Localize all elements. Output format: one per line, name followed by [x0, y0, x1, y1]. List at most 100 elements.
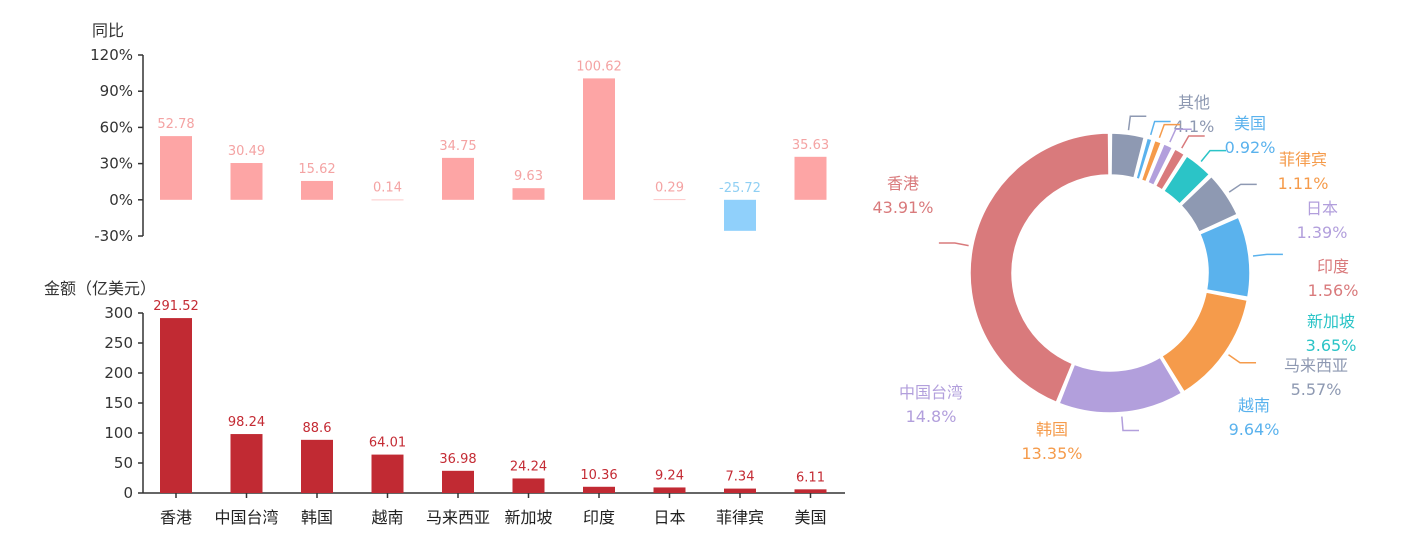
donut-leader-line: [1149, 120, 1171, 136]
yoy-data-label: 15.62: [298, 162, 335, 177]
donut-slice-percent: 5.57%: [1291, 380, 1342, 399]
donut-slice-name: 菲律宾: [1279, 150, 1327, 169]
amount-y-tick-label: 50: [114, 454, 133, 472]
yoy-y-tick-label: -30%: [94, 227, 133, 245]
yoy-axis-title: 同比: [92, 21, 124, 40]
donut-leader-line: [1228, 354, 1257, 364]
donut-slice: [1162, 154, 1211, 206]
category-label: 新加坡: [504, 508, 552, 527]
amount-bar: [301, 439, 333, 493]
donut-slice: [1110, 132, 1146, 179]
donut-slice: [1058, 356, 1183, 414]
category-label: 香港: [160, 508, 192, 527]
donut-leader-line: [1158, 123, 1181, 139]
amount-data-label: 9.24: [655, 468, 684, 483]
donut-slice-percent: 3.65%: [1306, 336, 1357, 355]
share-donut-chart: 其他 4.1% 美国 0.92%菲律宾 1.11% 日本 1.39% 印度 1.56% 新加坡 3.…: [872, 93, 1358, 463]
yoy-data-label: 0.14: [373, 181, 402, 196]
donut-slice-name: 越南: [1238, 396, 1270, 415]
yoy-bar: [230, 163, 263, 200]
yoy-bar: [512, 188, 545, 200]
amount-bar: [724, 488, 756, 493]
donut-slice-percent: 1.39%: [1297, 223, 1348, 242]
donut-slice-name: 其他: [1178, 93, 1210, 112]
donut-slice-name: 香港: [887, 174, 919, 193]
yoy-y-tick-label: 120%: [90, 46, 133, 64]
donut-leader-line: [938, 242, 969, 247]
yoy-bar: [301, 180, 333, 200]
yoy-data-label: 9.63: [514, 169, 543, 184]
amount-y-tick-label: 300: [104, 304, 133, 322]
category-label: 越南: [371, 508, 403, 527]
yoy-data-label: 52.78: [157, 117, 194, 132]
yoy-data-label: 30.49: [228, 144, 265, 159]
amount-y-tick-label: 200: [104, 364, 133, 382]
yoy-y-tick-label: 0%: [109, 191, 133, 209]
donut-slice: [1154, 148, 1186, 192]
yoy-data-label: 0.29: [655, 180, 684, 195]
donut-slice-percent: 43.91%: [872, 198, 933, 217]
amount-bar: [371, 454, 404, 493]
yoy-bar: [794, 156, 827, 200]
yoy-bar: [371, 199, 404, 201]
category-label: 菲律宾: [716, 508, 764, 527]
donut-slice-percent: 13.35%: [1021, 444, 1082, 463]
donut-slice-percent: 14.8%: [906, 407, 957, 426]
donut-slice: [969, 132, 1110, 404]
yoy-bar: [724, 199, 756, 231]
donut-slice-name: 日本: [1306, 199, 1338, 218]
yoy-data-label: 34.75: [439, 139, 476, 154]
category-label: 印度: [583, 508, 615, 527]
category-label: 日本: [653, 508, 685, 527]
category-label: 美国: [794, 508, 826, 527]
donut-leader-line: [1200, 149, 1226, 162]
donut-leader-line: [1127, 115, 1147, 131]
donut-slice-percent: 0.92%: [1225, 138, 1276, 157]
yoy-bar: [583, 78, 615, 200]
yoy-y-tick-label: 60%: [100, 118, 133, 136]
yoy-bar-chart: 同比 -30% 0% 30% 60% 90% 120% 52.78 30.49 15.62 0.14…: [90, 21, 829, 245]
amount-data-label: 64.01: [369, 436, 406, 451]
donut-slice-name: 韩国: [1036, 420, 1068, 439]
amount-data-label: 88.6: [303, 421, 332, 436]
amount-bar: [794, 489, 827, 493]
donut-slice-name: 美国: [1234, 114, 1266, 133]
donut-leader-line: [1181, 135, 1205, 149]
donut-slice-percent: 9.64%: [1229, 420, 1280, 439]
donut-slice-name: 印度: [1317, 257, 1349, 276]
amount-bar: [653, 487, 686, 493]
amount-data-label: 6.11: [796, 470, 825, 485]
category-label: 马来西亚: [426, 508, 490, 527]
yoy-data-label: 100.62: [576, 59, 622, 74]
donut-slice-name: 马来西亚: [1284, 356, 1348, 375]
yoy-data-label: -25.72: [719, 181, 761, 196]
amount-y-tick-label: 0: [123, 484, 133, 502]
amount-data-label: 36.98: [439, 452, 476, 467]
donut-slice: [1140, 139, 1163, 183]
amount-bar: [583, 486, 615, 493]
amount-y-tick-label: 250: [104, 334, 133, 352]
donut-slice-name: 中国台湾: [899, 383, 963, 402]
donut-slice-percent: 4.1%: [1174, 117, 1215, 136]
donut-leader-line: [1169, 128, 1192, 143]
amount-data-label: 10.36: [580, 468, 617, 483]
yoy-data-label: 35.63: [792, 138, 829, 153]
donut-leader-line: [1228, 183, 1257, 193]
donut-slice: [1135, 137, 1153, 181]
amount-bar: [442, 470, 474, 493]
yoy-bar: [442, 157, 474, 200]
donut-slice: [1146, 142, 1174, 187]
amount-data-label: 291.52: [153, 299, 199, 314]
amount-axis-title: 金额（亿美元）: [44, 279, 156, 298]
amount-bar: [512, 478, 545, 493]
amount-y-tick-label: 150: [104, 394, 133, 412]
amount-data-label: 7.34: [726, 470, 755, 485]
yoy-bar: [653, 199, 686, 201]
amount-y-tick-label: 100: [104, 424, 133, 442]
donut-slice: [1160, 291, 1249, 393]
yoy-y-tick-label: 30%: [100, 155, 133, 173]
yoy-bar: [160, 136, 192, 200]
amount-data-label: 98.24: [228, 415, 265, 430]
